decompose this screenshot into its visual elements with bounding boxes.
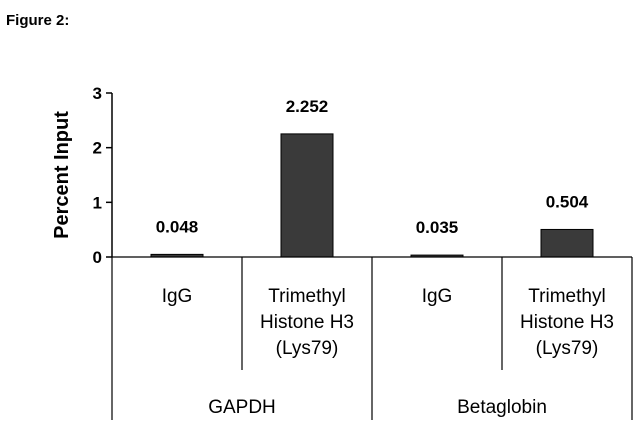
bar — [540, 228, 594, 258]
y-tick-label: 3 — [93, 84, 102, 103]
category-label: Trimethyl — [268, 286, 345, 307]
y-tick-label: 2 — [93, 139, 102, 158]
category-label: Histone H3 — [260, 312, 354, 333]
category-label: (Lys79) — [536, 338, 599, 359]
y-tick-label: 0 — [93, 248, 102, 267]
category-label: Trimethyl — [528, 286, 605, 307]
category-label: IgG — [422, 286, 453, 307]
bar — [280, 133, 334, 258]
category-label: Histone H3 — [520, 312, 614, 333]
data-label: 2.252 — [286, 97, 329, 116]
y-tick-label: 1 — [93, 193, 102, 212]
figure-label: Figure 2: — [6, 12, 69, 29]
category-table — [111, 256, 633, 420]
data-label: 0.035 — [416, 218, 459, 237]
category-label: (Lys79) — [276, 338, 339, 359]
data-label: 0.504 — [546, 192, 589, 211]
data-label: 0.048 — [156, 217, 199, 236]
group-label: Betaglobin — [457, 397, 547, 418]
group-label: GAPDH — [208, 397, 276, 418]
category-label: IgG — [162, 286, 193, 307]
y-axis-label: Percent Input — [51, 111, 73, 239]
